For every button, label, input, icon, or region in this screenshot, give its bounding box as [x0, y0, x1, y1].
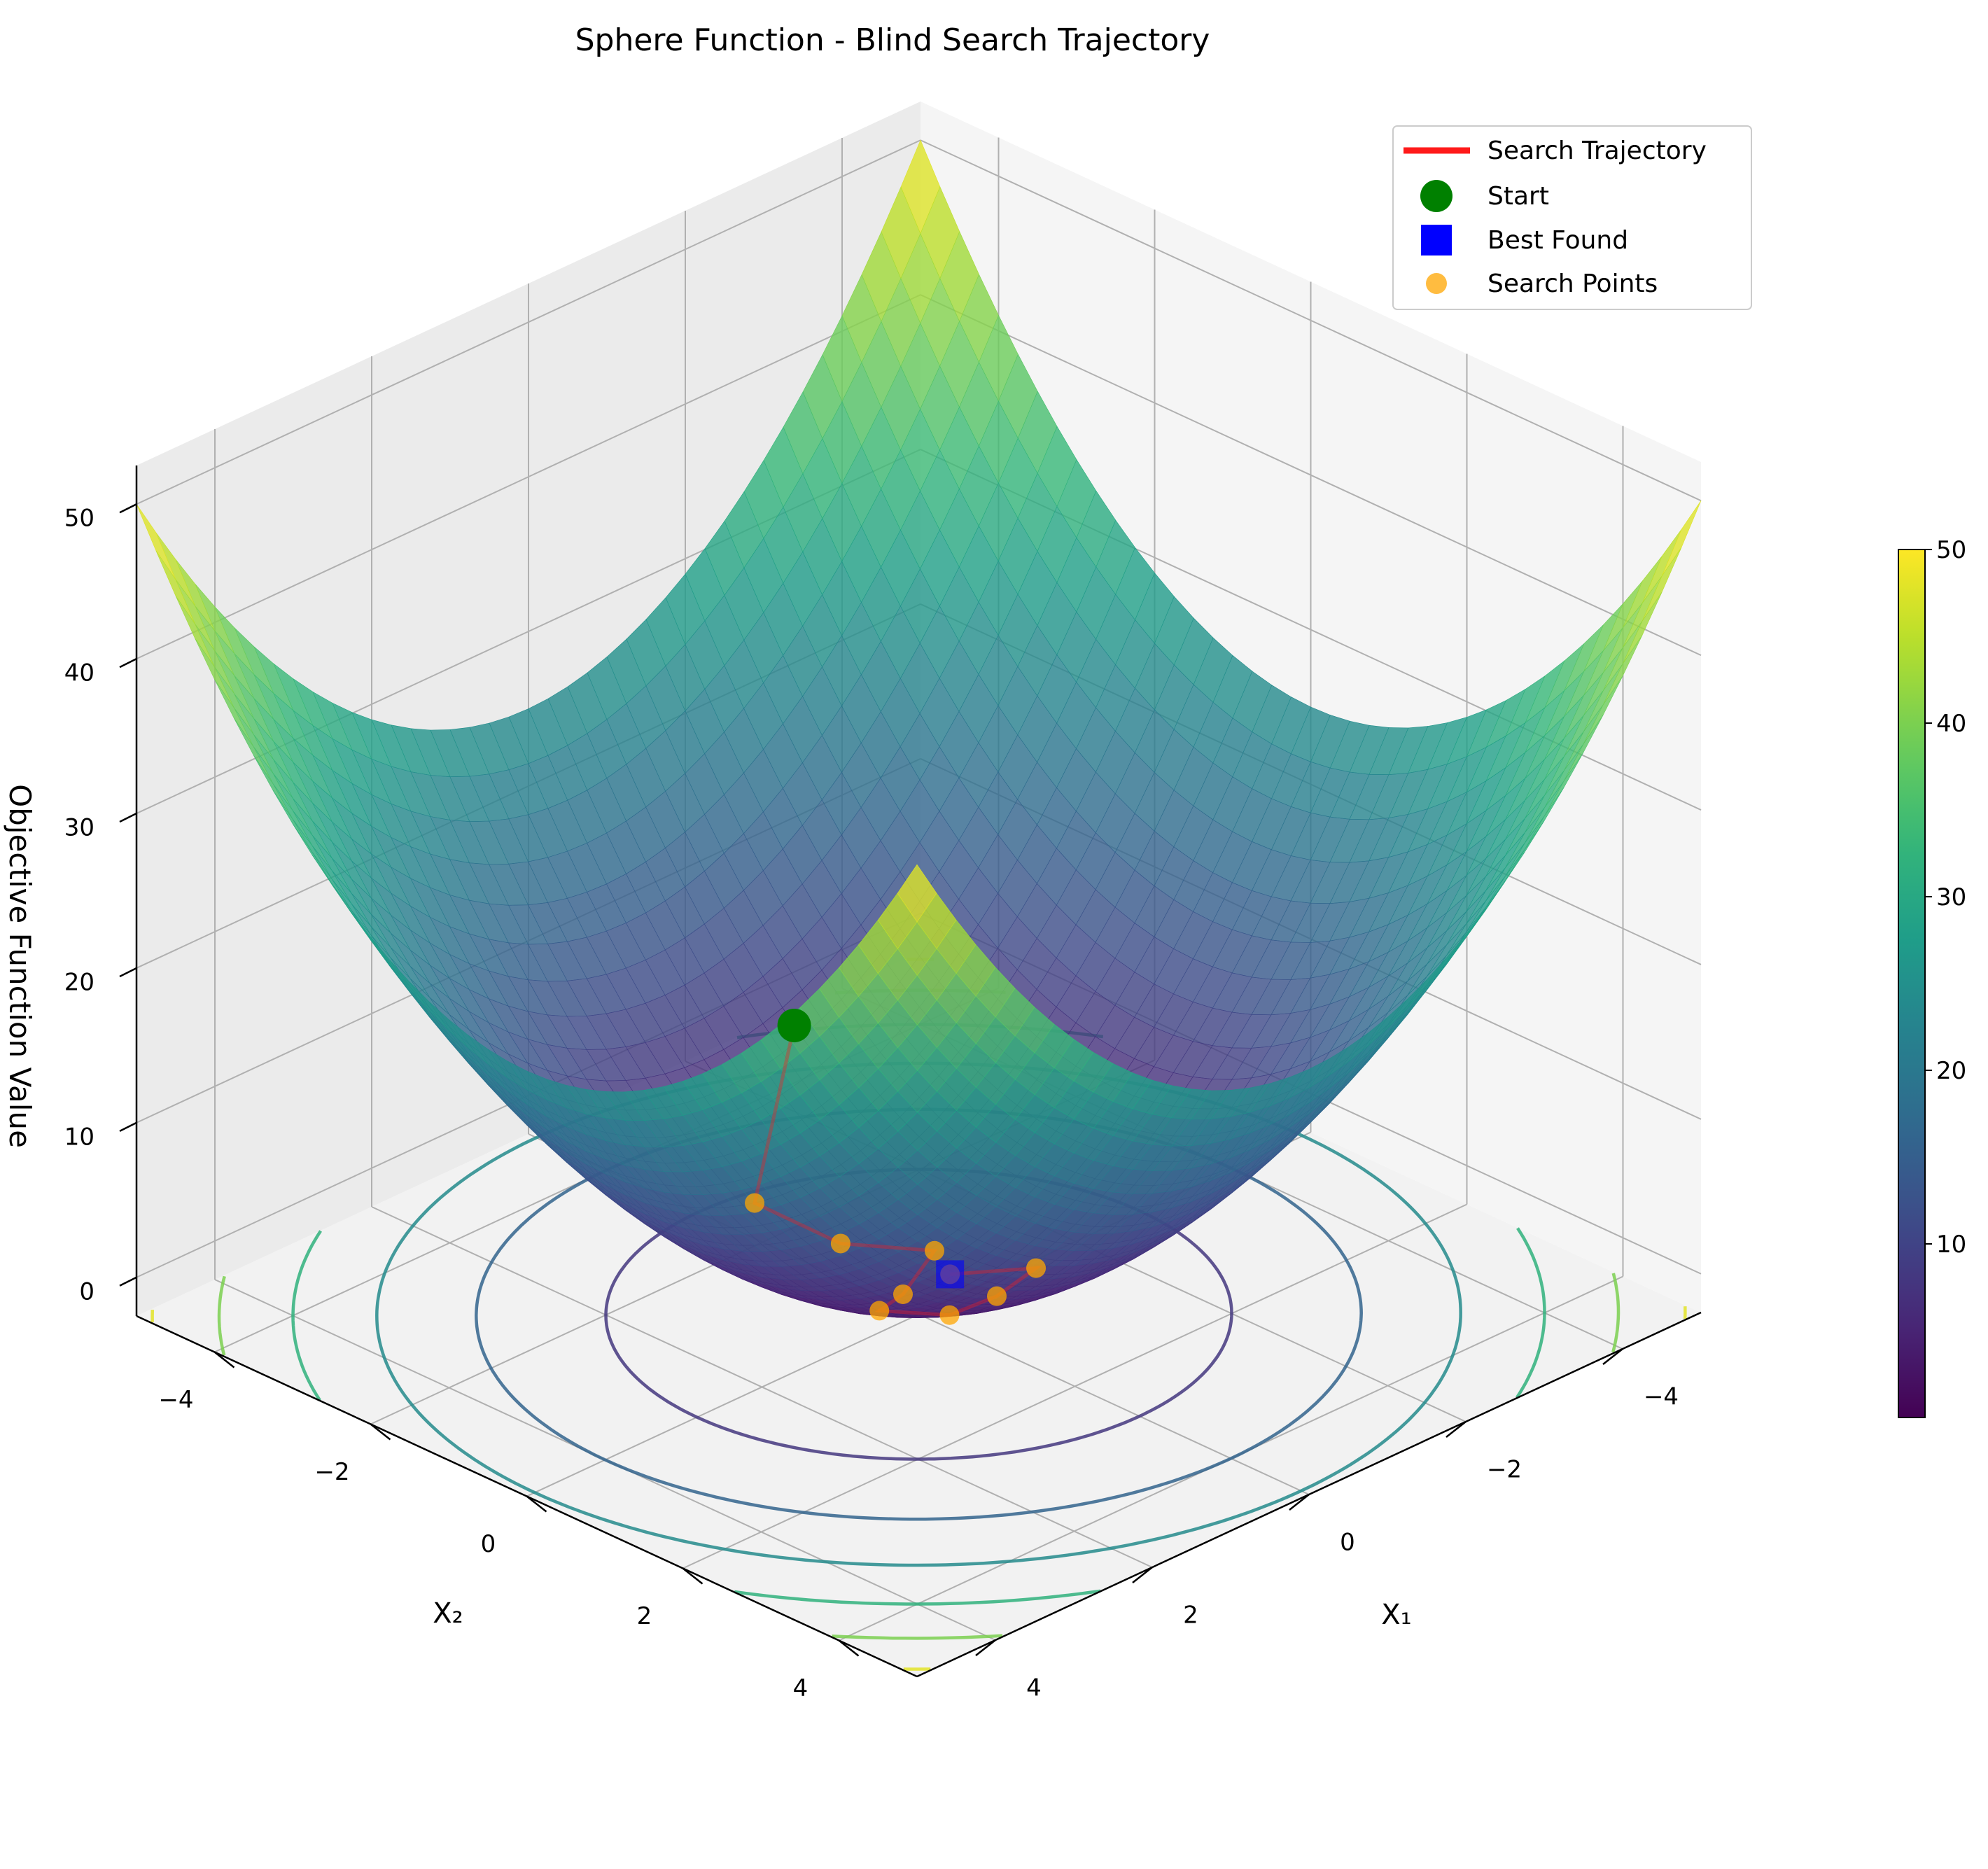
search-point [830, 1233, 850, 1254]
x1-tick-mark [1602, 1348, 1623, 1365]
contour-line [832, 1634, 1003, 1640]
z-tick-mark [119, 967, 137, 978]
axis-labels: X₁ X₂ Objective Function Value [3, 784, 1412, 1631]
x1-tick-label: 0 [1340, 1529, 1355, 1557]
floor-grid-x [371, 1206, 1153, 1568]
legend-label: Search Trajectory [1488, 136, 1707, 165]
x2-tick-label: 4 [793, 1674, 808, 1702]
legend-label: Search Points [1488, 270, 1658, 298]
z-tick-label: 40 [64, 659, 94, 687]
x2-tick-label: 2 [637, 1602, 652, 1630]
colorbar-bar [1898, 549, 1926, 1418]
z-tick-mark [119, 812, 137, 823]
colorbar-tick-label: 40 [1936, 710, 1966, 738]
legend-points-swatch [1426, 273, 1447, 294]
search-point [1026, 1258, 1046, 1278]
x2-tick-label: −4 [158, 1386, 193, 1414]
contour-line [1516, 1227, 1546, 1399]
contour-line [734, 1589, 1101, 1606]
x1-tick-mark [1446, 1421, 1466, 1438]
z-tick-label: 30 [64, 814, 94, 842]
legend-start-swatch [1420, 180, 1452, 212]
x1-tick-label: −4 [1644, 1383, 1679, 1411]
x2-tick-mark [526, 1495, 547, 1513]
search-point [869, 1301, 890, 1321]
start-marker [777, 1008, 811, 1042]
x1-tick-mark [1132, 1567, 1153, 1583]
x2-axis-label: X₂ [433, 1597, 463, 1630]
search-trajectory-line [752, 1025, 1042, 1317]
z-tick-label: 10 [64, 1123, 94, 1151]
x2-tick-mark [370, 1423, 391, 1441]
contour-line [291, 1230, 322, 1401]
z-tick-label: 20 [64, 968, 94, 996]
z-tick-label: 0 [79, 1278, 94, 1306]
wall-grid-z [920, 294, 1702, 657]
colorbar-tick-label: 30 [1936, 883, 1966, 911]
x1-tick-label: 2 [1183, 1602, 1198, 1630]
legend-best-swatch [1421, 225, 1452, 255]
legend-frame [1392, 125, 1752, 310]
x1-tick-mark [975, 1639, 996, 1656]
x1-tick-label: 4 [1026, 1674, 1042, 1702]
z-tick-mark [119, 1121, 137, 1132]
z-tick-mark [119, 503, 137, 514]
surface-facet [897, 864, 937, 923]
x2-tick-label: 0 [481, 1530, 496, 1558]
colorbar: 10 20 30 40 50 [1898, 536, 1966, 1418]
x1-tick-label: −2 [1487, 1456, 1522, 1484]
x2-tick-mark [214, 1351, 235, 1368]
wall-grid-z [920, 139, 1702, 502]
legend-label: Start [1488, 182, 1549, 211]
z-tick-label: 50 [64, 505, 94, 533]
colorbar-tick-label: 50 [1936, 536, 1966, 564]
wall-grid-z [136, 294, 921, 660]
contour-line [1611, 1273, 1620, 1353]
search-point [987, 1286, 1007, 1306]
search-point [745, 1193, 765, 1213]
search-point [893, 1284, 913, 1304]
search-point [939, 1305, 960, 1325]
wall-grid-z [136, 139, 921, 505]
x2-tick-label: −2 [314, 1458, 349, 1486]
colorbar-tick-label: 10 [1936, 1231, 1966, 1259]
contour-line [375, 1061, 1462, 1567]
axes-lines [119, 465, 1702, 1678]
x2-tick-mark [682, 1567, 704, 1585]
z-tick-mark [119, 1276, 137, 1287]
search-point [925, 1240, 944, 1261]
x1-tick-mark [1289, 1494, 1310, 1511]
sphere-surface [136, 139, 1702, 1318]
floor-grid-y [682, 1203, 1467, 1569]
legend-label: Best Found [1488, 226, 1628, 255]
z-tick-mark [119, 658, 137, 668]
trajectory-group [745, 1008, 1046, 1325]
best-found-marker [936, 1260, 965, 1289]
colorbar-tick-label: 20 [1936, 1057, 1966, 1085]
contour-line [217, 1275, 226, 1356]
x1-axis-label: X₁ [1381, 1599, 1411, 1631]
legend: Search Trajectory Start Best Found Search P… [1392, 125, 1752, 310]
chart-title: Sphere Function - Blind Search Trajector… [575, 22, 1210, 58]
z-axis-label: Objective Function Value [3, 784, 37, 1148]
x2-tick-mark [838, 1639, 860, 1657]
